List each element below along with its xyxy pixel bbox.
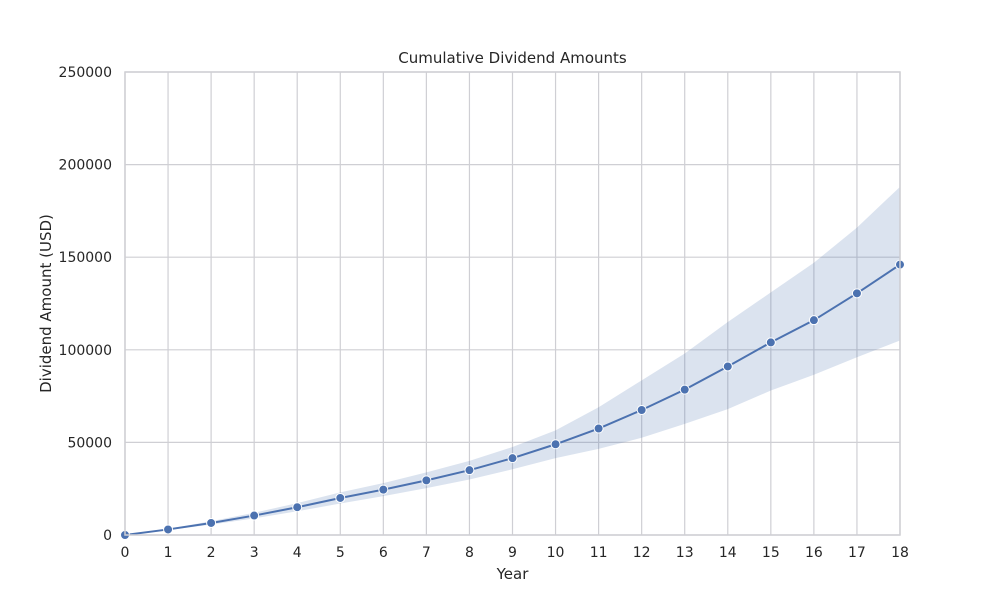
x-tick-label: 13 bbox=[676, 545, 694, 561]
series-markers bbox=[120, 259, 905, 540]
x-tick-label: 18 bbox=[891, 545, 909, 561]
y-tick-label: 150000 bbox=[59, 250, 112, 266]
data-point bbox=[421, 475, 432, 486]
x-tick-label: 3 bbox=[250, 545, 259, 561]
data-point bbox=[765, 337, 776, 348]
x-tick-label: 7 bbox=[422, 545, 431, 561]
plot-frame bbox=[124, 71, 901, 536]
data-point bbox=[292, 502, 303, 513]
data-point bbox=[206, 517, 217, 528]
data-point bbox=[593, 423, 604, 434]
x-tick-label: 9 bbox=[508, 545, 517, 561]
y-tick-label: 0 bbox=[103, 528, 112, 544]
y-tick-label: 100000 bbox=[59, 343, 112, 359]
data-point bbox=[808, 315, 819, 326]
y-tick-label: 200000 bbox=[59, 158, 112, 174]
data-point bbox=[464, 465, 475, 476]
data-point bbox=[163, 524, 174, 535]
x-tick-label: 14 bbox=[719, 545, 737, 561]
x-tick-label: 8 bbox=[465, 545, 474, 561]
x-tick-label: 5 bbox=[336, 545, 345, 561]
x-tick-label: 10 bbox=[547, 545, 565, 561]
data-point bbox=[722, 361, 733, 372]
x-tick-label: 1 bbox=[164, 545, 173, 561]
y-tick-label: 250000 bbox=[59, 65, 112, 81]
y-tick-labels: 0 50000 100000 150000 200000 250000 bbox=[59, 65, 112, 544]
data-point bbox=[679, 384, 690, 395]
x-tick-label: 15 bbox=[762, 545, 780, 561]
data-point bbox=[636, 404, 647, 415]
x-tick-label: 12 bbox=[633, 545, 651, 561]
x-tick-labels: 0 1 2 3 4 5 6 7 8 9 10 11 12 13 14 15 16 17 18 bbox=[121, 545, 909, 561]
y-tick-label: 50000 bbox=[67, 435, 112, 451]
x-tick-label: 4 bbox=[293, 545, 302, 561]
data-point bbox=[249, 510, 260, 521]
x-tick-label: 11 bbox=[590, 545, 608, 561]
chart-title: Cumulative Dividend Amounts bbox=[398, 49, 627, 67]
x-tick-label: 2 bbox=[207, 545, 216, 561]
data-point bbox=[378, 484, 389, 495]
data-point bbox=[851, 288, 862, 299]
confidence-band bbox=[125, 186, 900, 535]
x-tick-label: 17 bbox=[848, 545, 866, 561]
x-axis-label: Year bbox=[496, 565, 530, 583]
data-point bbox=[335, 492, 346, 503]
data-point bbox=[550, 439, 561, 450]
x-tick-label: 16 bbox=[805, 545, 823, 561]
x-tick-label: 0 bbox=[121, 545, 130, 561]
x-tick-label: 6 bbox=[379, 545, 388, 561]
data-point bbox=[507, 453, 518, 464]
y-axis-label: Dividend Amount (USD) bbox=[37, 214, 55, 393]
